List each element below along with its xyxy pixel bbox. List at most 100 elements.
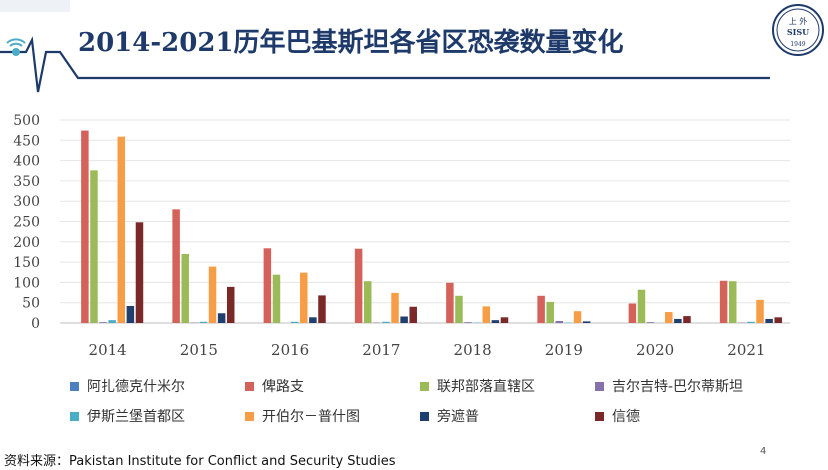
y-tick-label: 150 bbox=[13, 255, 40, 271]
bar bbox=[719, 280, 728, 323]
bar bbox=[646, 322, 655, 323]
legend-item: 联邦部落直辖区 bbox=[420, 376, 595, 396]
bar bbox=[318, 295, 326, 323]
bar bbox=[582, 321, 591, 323]
bar bbox=[135, 222, 144, 323]
bar bbox=[117, 136, 126, 323]
bar bbox=[546, 301, 554, 323]
legend-label: 旁遮普 bbox=[437, 409, 479, 425]
legend-swatch bbox=[70, 411, 79, 421]
svg-text:上 外: 上 外 bbox=[789, 16, 808, 26]
legend-item: 开伯尔－普什图 bbox=[245, 406, 420, 426]
bar bbox=[683, 316, 691, 323]
y-tick-label: 0 bbox=[31, 316, 40, 332]
page-number: 4 bbox=[760, 446, 767, 457]
bar bbox=[409, 306, 417, 323]
legend-swatch bbox=[70, 381, 79, 391]
y-tick-label: 200 bbox=[13, 235, 40, 251]
bar bbox=[555, 320, 564, 323]
university-logo: 上 外 SISU 1949 bbox=[772, 4, 824, 56]
bar bbox=[446, 282, 454, 323]
bar bbox=[756, 299, 764, 323]
x-tick-label: 2015 bbox=[180, 341, 218, 359]
legend-item: 俾路支 bbox=[245, 376, 420, 396]
bar bbox=[199, 321, 208, 323]
x-tick-label: 2019 bbox=[545, 341, 583, 359]
legend-swatch bbox=[595, 381, 604, 391]
bar-chart: 0 50 100 150 200 250 300 350 400 450 500 2014 2015 2… bbox=[13, 113, 790, 359]
x-tick-label: 2017 bbox=[362, 341, 400, 359]
bar bbox=[537, 295, 545, 323]
legend-swatch bbox=[420, 381, 429, 391]
bar bbox=[464, 322, 472, 323]
y-tick-label: 250 bbox=[13, 215, 40, 231]
bar bbox=[208, 266, 217, 323]
signal-icon bbox=[6, 38, 26, 56]
bar bbox=[455, 295, 463, 323]
legend-label: 信德 bbox=[612, 409, 640, 425]
bar bbox=[290, 321, 299, 323]
x-tick-label: 2016 bbox=[271, 341, 309, 359]
y-tick-label: 400 bbox=[13, 154, 40, 170]
bar bbox=[181, 253, 189, 323]
bar bbox=[309, 317, 317, 323]
legend-swatch bbox=[245, 381, 254, 391]
legend-swatch bbox=[595, 411, 604, 421]
source-text: Pakistan Institute for Conflict and Secu… bbox=[69, 454, 396, 469]
legend-item: 吉尔吉特-巴尔蒂斯坦 bbox=[595, 376, 770, 396]
slide-title: 2014-2021历年巴基斯坦各省区恐袭数量变化 bbox=[78, 28, 624, 58]
legend-item: 阿扎德克什米尔 bbox=[70, 376, 245, 396]
legend-label: 俾路支 bbox=[262, 379, 304, 395]
y-tick-label: 100 bbox=[13, 275, 40, 291]
bar bbox=[728, 281, 737, 323]
y-tick-label: 350 bbox=[13, 174, 40, 190]
bar bbox=[665, 312, 673, 323]
bar bbox=[765, 318, 773, 323]
legend-label: 阿扎德克什米尔 bbox=[87, 379, 185, 395]
bar bbox=[263, 248, 272, 323]
bar bbox=[363, 281, 372, 323]
bar bbox=[628, 303, 637, 323]
bar bbox=[500, 317, 509, 323]
chart-legend: 阿扎德克什米尔 俾路支 联邦部落直辖区 吉尔吉特-巴尔蒂斯坦伊斯兰堡首都区 开伯尔－普什… bbox=[70, 376, 770, 426]
x-tick-label: 2020 bbox=[636, 341, 674, 359]
bar bbox=[300, 272, 308, 323]
bar bbox=[354, 248, 363, 323]
bar bbox=[99, 322, 107, 323]
bar bbox=[637, 289, 646, 323]
bar bbox=[491, 320, 500, 323]
legend-label: 吉尔吉特-巴尔蒂斯坦 bbox=[612, 379, 744, 395]
svg-text:1949: 1949 bbox=[790, 41, 805, 48]
y-tick-label: 50 bbox=[22, 296, 40, 312]
bar bbox=[747, 321, 755, 323]
bar bbox=[172, 209, 180, 323]
legend-swatch bbox=[420, 411, 429, 421]
bar bbox=[573, 311, 582, 323]
header-pulse-line bbox=[0, 0, 770, 93]
bar bbox=[272, 274, 281, 323]
svg-text:SISU: SISU bbox=[787, 27, 809, 37]
y-tick-label: 500 bbox=[13, 113, 40, 129]
watermark: Liv...n bbox=[728, 440, 788, 461]
bar bbox=[400, 316, 408, 323]
legend-label: 联邦部落直辖区 bbox=[437, 379, 535, 395]
source-label: 资料来源： bbox=[4, 454, 70, 469]
bar bbox=[81, 130, 89, 323]
source-note: 资料来源：Pakistan Institute for Conflict and… bbox=[4, 450, 396, 469]
bar bbox=[226, 286, 235, 323]
legend-item: 旁遮普 bbox=[420, 406, 595, 426]
legend-label: 开伯尔－普什图 bbox=[262, 409, 360, 425]
x-tick-label: 2018 bbox=[454, 341, 492, 359]
bar bbox=[217, 313, 226, 323]
bar bbox=[391, 292, 399, 323]
x-tick-label: 2014 bbox=[89, 341, 127, 359]
bar bbox=[108, 320, 116, 323]
x-tick-label: 2021 bbox=[727, 341, 765, 359]
bar bbox=[126, 305, 135, 323]
y-tick-label: 300 bbox=[13, 194, 40, 210]
legend-swatch bbox=[245, 411, 254, 421]
bar bbox=[482, 306, 491, 323]
bar bbox=[90, 170, 98, 323]
bar bbox=[674, 318, 682, 323]
legend-item: 伊斯兰堡首都区 bbox=[70, 406, 245, 426]
